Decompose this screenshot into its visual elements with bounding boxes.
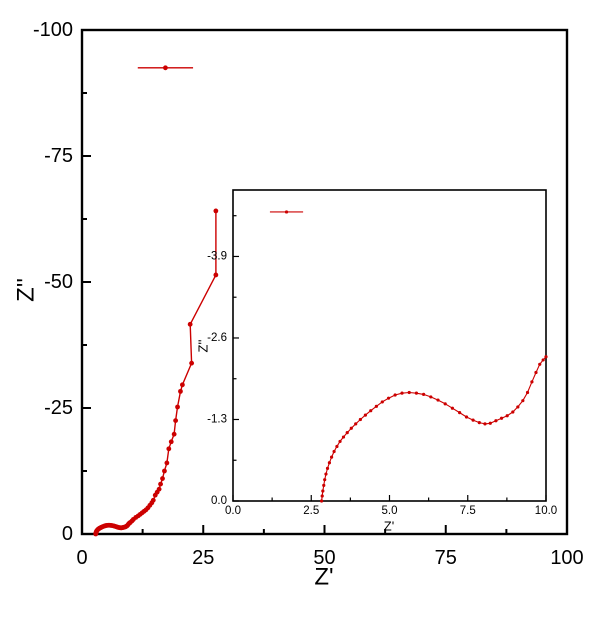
- x-axis-title: Z': [384, 519, 394, 534]
- series-line: [95, 210, 217, 535]
- y-tick-label: -2.6: [207, 332, 227, 344]
- series-marker: [325, 466, 330, 470]
- series-marker: [521, 399, 525, 403]
- x-tick-label: 5.0: [382, 505, 398, 517]
- y-tick-label: -25: [44, 397, 73, 419]
- x-tick-label: 7.5: [460, 505, 476, 517]
- x-tick-label: 2.5: [303, 505, 319, 517]
- series-marker: [516, 405, 520, 409]
- series-marker: [407, 390, 411, 395]
- series-marker: [464, 415, 469, 419]
- series-marker: [393, 393, 397, 397]
- series-marker: [354, 422, 358, 426]
- series-marker: [530, 380, 534, 384]
- series-marker: [150, 497, 156, 503]
- series-marker: [429, 395, 433, 399]
- y-tick-label: -50: [44, 271, 73, 293]
- series-marker: [345, 431, 349, 435]
- series-marker: [544, 355, 548, 359]
- series-marker: [158, 481, 163, 487]
- series-marker: [374, 404, 378, 408]
- main-plot: 0 25 50 75 100 0 -25 -50 -75 -100 Z' Z'': [13, 19, 584, 591]
- legend-marker-symbol: [163, 65, 168, 71]
- series-marker: [338, 439, 342, 444]
- series-marker: [422, 392, 426, 397]
- series-marker: [414, 391, 419, 395]
- series-marker: [175, 404, 180, 410]
- x-tick-label: 10.0: [535, 505, 557, 517]
- y-axis-title: Z'': [13, 278, 40, 302]
- plot-box: [232, 189, 547, 502]
- x-tick-label: 25: [192, 547, 214, 569]
- series-marker: [363, 413, 367, 417]
- x-axis-title: Z': [314, 564, 333, 591]
- series-marker: [321, 489, 325, 493]
- series-marker: [525, 390, 530, 395]
- series-marker: [499, 416, 504, 420]
- series-marker: [173, 418, 179, 423]
- series-marker: [171, 431, 177, 437]
- series-marker: [477, 421, 481, 425]
- x-tick-label: 50: [313, 547, 335, 569]
- x-tick-label: 75: [435, 547, 457, 569]
- series-marker: [166, 446, 172, 452]
- series-marker: [213, 272, 219, 278]
- series-marker: [458, 410, 462, 415]
- series-marker: [450, 406, 455, 410]
- series-marker: [494, 419, 498, 423]
- series-marker: [164, 460, 170, 466]
- x-tick-label: 0: [76, 547, 87, 569]
- series-marker: [488, 421, 492, 425]
- series-marker: [511, 410, 515, 414]
- series-marker: [178, 388, 183, 394]
- series-marker: [369, 409, 373, 413]
- y-tick-label: 0: [62, 523, 73, 545]
- legend-marker-symbol: [284, 210, 289, 214]
- series-marker: [168, 439, 174, 445]
- y-tick-label: -3.9: [207, 250, 227, 262]
- series-marker: [329, 455, 334, 459]
- series-marker: [341, 435, 346, 439]
- series-marker: [471, 418, 475, 422]
- series-marker: [323, 478, 327, 482]
- series-marker: [358, 417, 362, 422]
- y-tick-label: -75: [44, 145, 73, 167]
- series-marker: [332, 449, 336, 454]
- series-marker: [400, 391, 404, 395]
- series-marker: [162, 468, 167, 474]
- series-marker: [505, 414, 509, 418]
- series-marker: [160, 476, 165, 481]
- series-marker: [179, 382, 185, 388]
- y-axis-title: Z'': [196, 340, 211, 353]
- series-marker: [189, 360, 195, 366]
- series-marker: [327, 461, 332, 465]
- series-marker: [349, 426, 353, 430]
- series-marker: [156, 486, 162, 492]
- series-marker: [380, 400, 384, 404]
- series-marker: [319, 499, 324, 503]
- series-marker: [322, 483, 326, 487]
- x-tick-label: 0.0: [225, 505, 241, 517]
- series-marker: [538, 362, 542, 366]
- series-marker: [436, 398, 440, 402]
- series-marker: [534, 370, 538, 375]
- series-marker: [324, 472, 328, 476]
- series-marker: [386, 396, 391, 400]
- y-tick-label: 0.0: [211, 495, 227, 507]
- inset-plot: 0.0 2.5 5.0 7.5 10.0 0.0 -1.3 -2.6 -3.9 Z' Z'': [196, 189, 557, 534]
- series-marker: [335, 444, 339, 449]
- series-marker: [443, 402, 447, 406]
- y-tick-label: -100: [33, 19, 73, 41]
- series-marker: [541, 358, 545, 362]
- series-marker: [213, 208, 219, 214]
- series-marker: [320, 494, 324, 498]
- series-marker: [483, 422, 487, 426]
- y-tick-label: -1.3: [207, 413, 227, 425]
- series-marker: [187, 321, 193, 327]
- x-tick-label: 100: [550, 547, 583, 569]
